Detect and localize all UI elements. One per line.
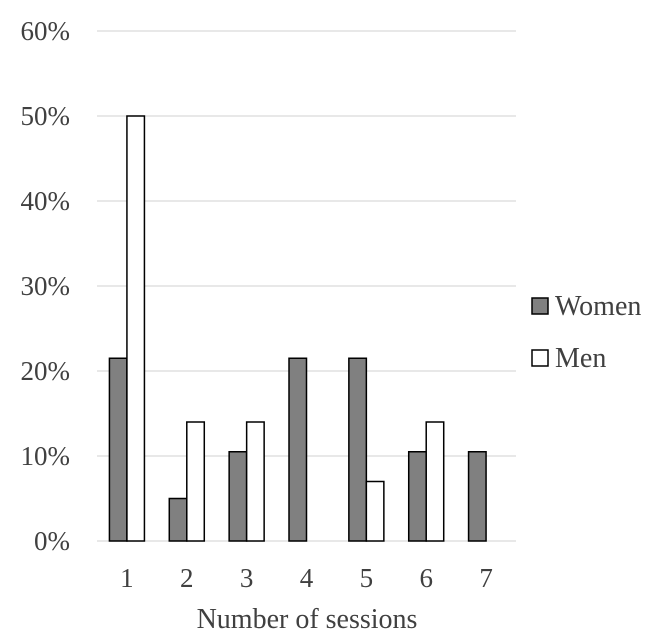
bar-women-7 bbox=[467, 451, 487, 542]
x-tick-label: 1 bbox=[120, 563, 134, 593]
y-tick-label: 20% bbox=[21, 356, 71, 386]
bar-women-5 bbox=[348, 357, 368, 542]
bar-men-5 bbox=[365, 480, 385, 542]
x-tick-label: 2 bbox=[180, 563, 194, 593]
y-tick-label: 50% bbox=[21, 101, 71, 131]
bar-women-3 bbox=[228, 451, 248, 542]
bar-men-6 bbox=[425, 421, 445, 542]
bars bbox=[108, 115, 487, 542]
legend-swatch-women bbox=[531, 297, 549, 315]
legend-label-women: Women bbox=[555, 291, 641, 322]
legend-label-men: Men bbox=[555, 343, 606, 374]
x-axis-title: Number of sessions bbox=[197, 604, 418, 632]
x-axis-ticks: 1 2 3 4 5 6 7 bbox=[120, 563, 493, 593]
x-tick-label: 5 bbox=[360, 563, 374, 593]
y-axis-ticks: 0% 10% 20% 30% 40% 50% 60% bbox=[21, 16, 71, 556]
bar-men-3 bbox=[245, 421, 265, 542]
y-tick-label: 10% bbox=[21, 441, 71, 471]
y-tick-label: 30% bbox=[21, 271, 71, 301]
x-tick-label: 3 bbox=[240, 563, 254, 593]
legend: Women Men bbox=[531, 291, 641, 374]
x-tick-label: 6 bbox=[419, 563, 433, 593]
bar-women-1 bbox=[108, 357, 128, 542]
y-tick-label: 40% bbox=[21, 186, 71, 216]
bar-women-2 bbox=[168, 497, 188, 542]
bar-men-1 bbox=[126, 115, 146, 542]
bar-men-2 bbox=[186, 421, 206, 542]
y-tick-label: 60% bbox=[21, 16, 71, 46]
legend-swatch-men bbox=[531, 349, 549, 367]
x-tick-label: 4 bbox=[300, 563, 314, 593]
x-tick-label: 7 bbox=[479, 563, 493, 593]
bar-women-6 bbox=[407, 451, 427, 542]
bar-women-4 bbox=[288, 357, 308, 542]
y-tick-label: 0% bbox=[34, 526, 70, 556]
